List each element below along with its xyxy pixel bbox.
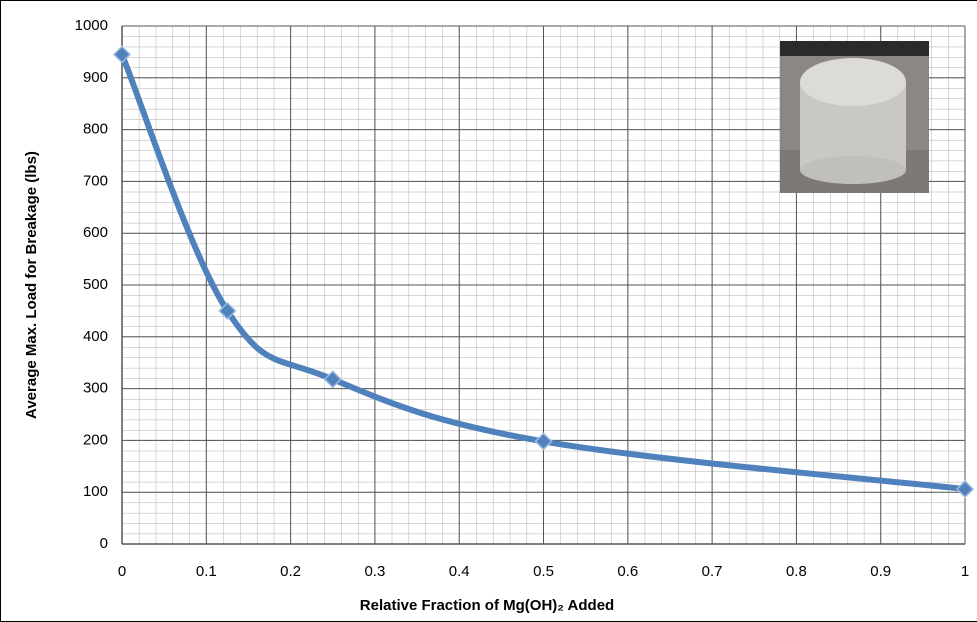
y-tick-label: 800 <box>83 121 108 138</box>
x-tick-label: 0.4 <box>449 563 470 580</box>
inset-photo <box>780 41 929 193</box>
x-tick-label: 0 <box>118 563 126 580</box>
y-tick-label: 600 <box>83 224 108 241</box>
data-point <box>218 301 237 320</box>
y-axis-title: Average Max. Load for Breakage (lbs) <box>23 151 40 419</box>
y-tick-label: 700 <box>83 172 108 189</box>
data-point <box>534 432 553 451</box>
x-tick-label: 0.7 <box>702 563 723 580</box>
x-tick-label: 0.5 <box>533 563 554 580</box>
x-tick-label: 0.6 <box>617 563 638 580</box>
data-point <box>323 370 342 389</box>
data-point <box>112 45 132 64</box>
y-tick-label: 0 <box>100 535 108 552</box>
data-point <box>955 480 975 499</box>
y-tick-label: 100 <box>83 483 108 500</box>
y-tick-label: 1000 <box>75 17 108 34</box>
x-axis-title: Relative Fraction of Mg(OH)₂ Added <box>360 597 614 614</box>
y-tick-label: 300 <box>83 380 108 397</box>
x-tick-label: 1 <box>961 563 969 580</box>
x-tick-label: 0.1 <box>196 563 217 580</box>
x-tick-label: 0.9 <box>870 563 891 580</box>
y-tick-label: 200 <box>83 431 108 448</box>
x-tick-label: 0.8 <box>786 563 807 580</box>
y-tick-label: 400 <box>83 328 108 345</box>
x-tick-label: 0.2 <box>280 563 301 580</box>
y-tick-label: 500 <box>83 276 108 293</box>
y-tick-label: 900 <box>83 69 108 86</box>
data-line <box>119 51 968 493</box>
x-tick-label: 0.3 <box>364 563 385 580</box>
